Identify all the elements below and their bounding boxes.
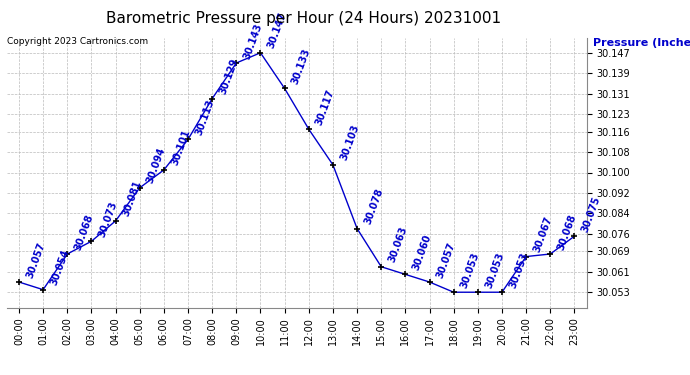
Text: 30.094: 30.094: [146, 146, 168, 185]
Text: 30.117: 30.117: [315, 88, 337, 126]
Text: 30.147: 30.147: [266, 11, 288, 50]
Text: 30.057: 30.057: [25, 241, 47, 279]
Text: 30.053: 30.053: [508, 251, 530, 290]
Text: 30.103: 30.103: [339, 123, 361, 162]
Text: 30.068: 30.068: [73, 213, 95, 251]
Text: Pressure (Inches/Hg): Pressure (Inches/Hg): [593, 38, 690, 48]
Text: 30.057: 30.057: [435, 241, 457, 279]
Text: 30.053: 30.053: [460, 251, 482, 290]
Text: 30.113: 30.113: [194, 98, 216, 136]
Text: 30.075: 30.075: [580, 195, 602, 233]
Text: 30.060: 30.060: [411, 233, 433, 272]
Text: 30.063: 30.063: [387, 225, 409, 264]
Text: Copyright 2023 Cartronics.com: Copyright 2023 Cartronics.com: [7, 38, 148, 46]
Text: 30.073: 30.073: [97, 200, 119, 238]
Text: 30.101: 30.101: [170, 129, 192, 167]
Text: 30.081: 30.081: [121, 179, 144, 218]
Text: Barometric Pressure per Hour (24 Hours) 20231001: Barometric Pressure per Hour (24 Hours) …: [106, 11, 501, 26]
Text: 30.129: 30.129: [218, 57, 240, 96]
Text: 30.078: 30.078: [363, 187, 385, 226]
Text: 30.067: 30.067: [532, 215, 554, 254]
Text: 30.068: 30.068: [556, 213, 578, 251]
Text: 30.133: 30.133: [290, 47, 313, 86]
Text: 30.054: 30.054: [49, 248, 71, 287]
Text: 30.053: 30.053: [484, 251, 506, 290]
Text: 30.143: 30.143: [242, 21, 264, 60]
